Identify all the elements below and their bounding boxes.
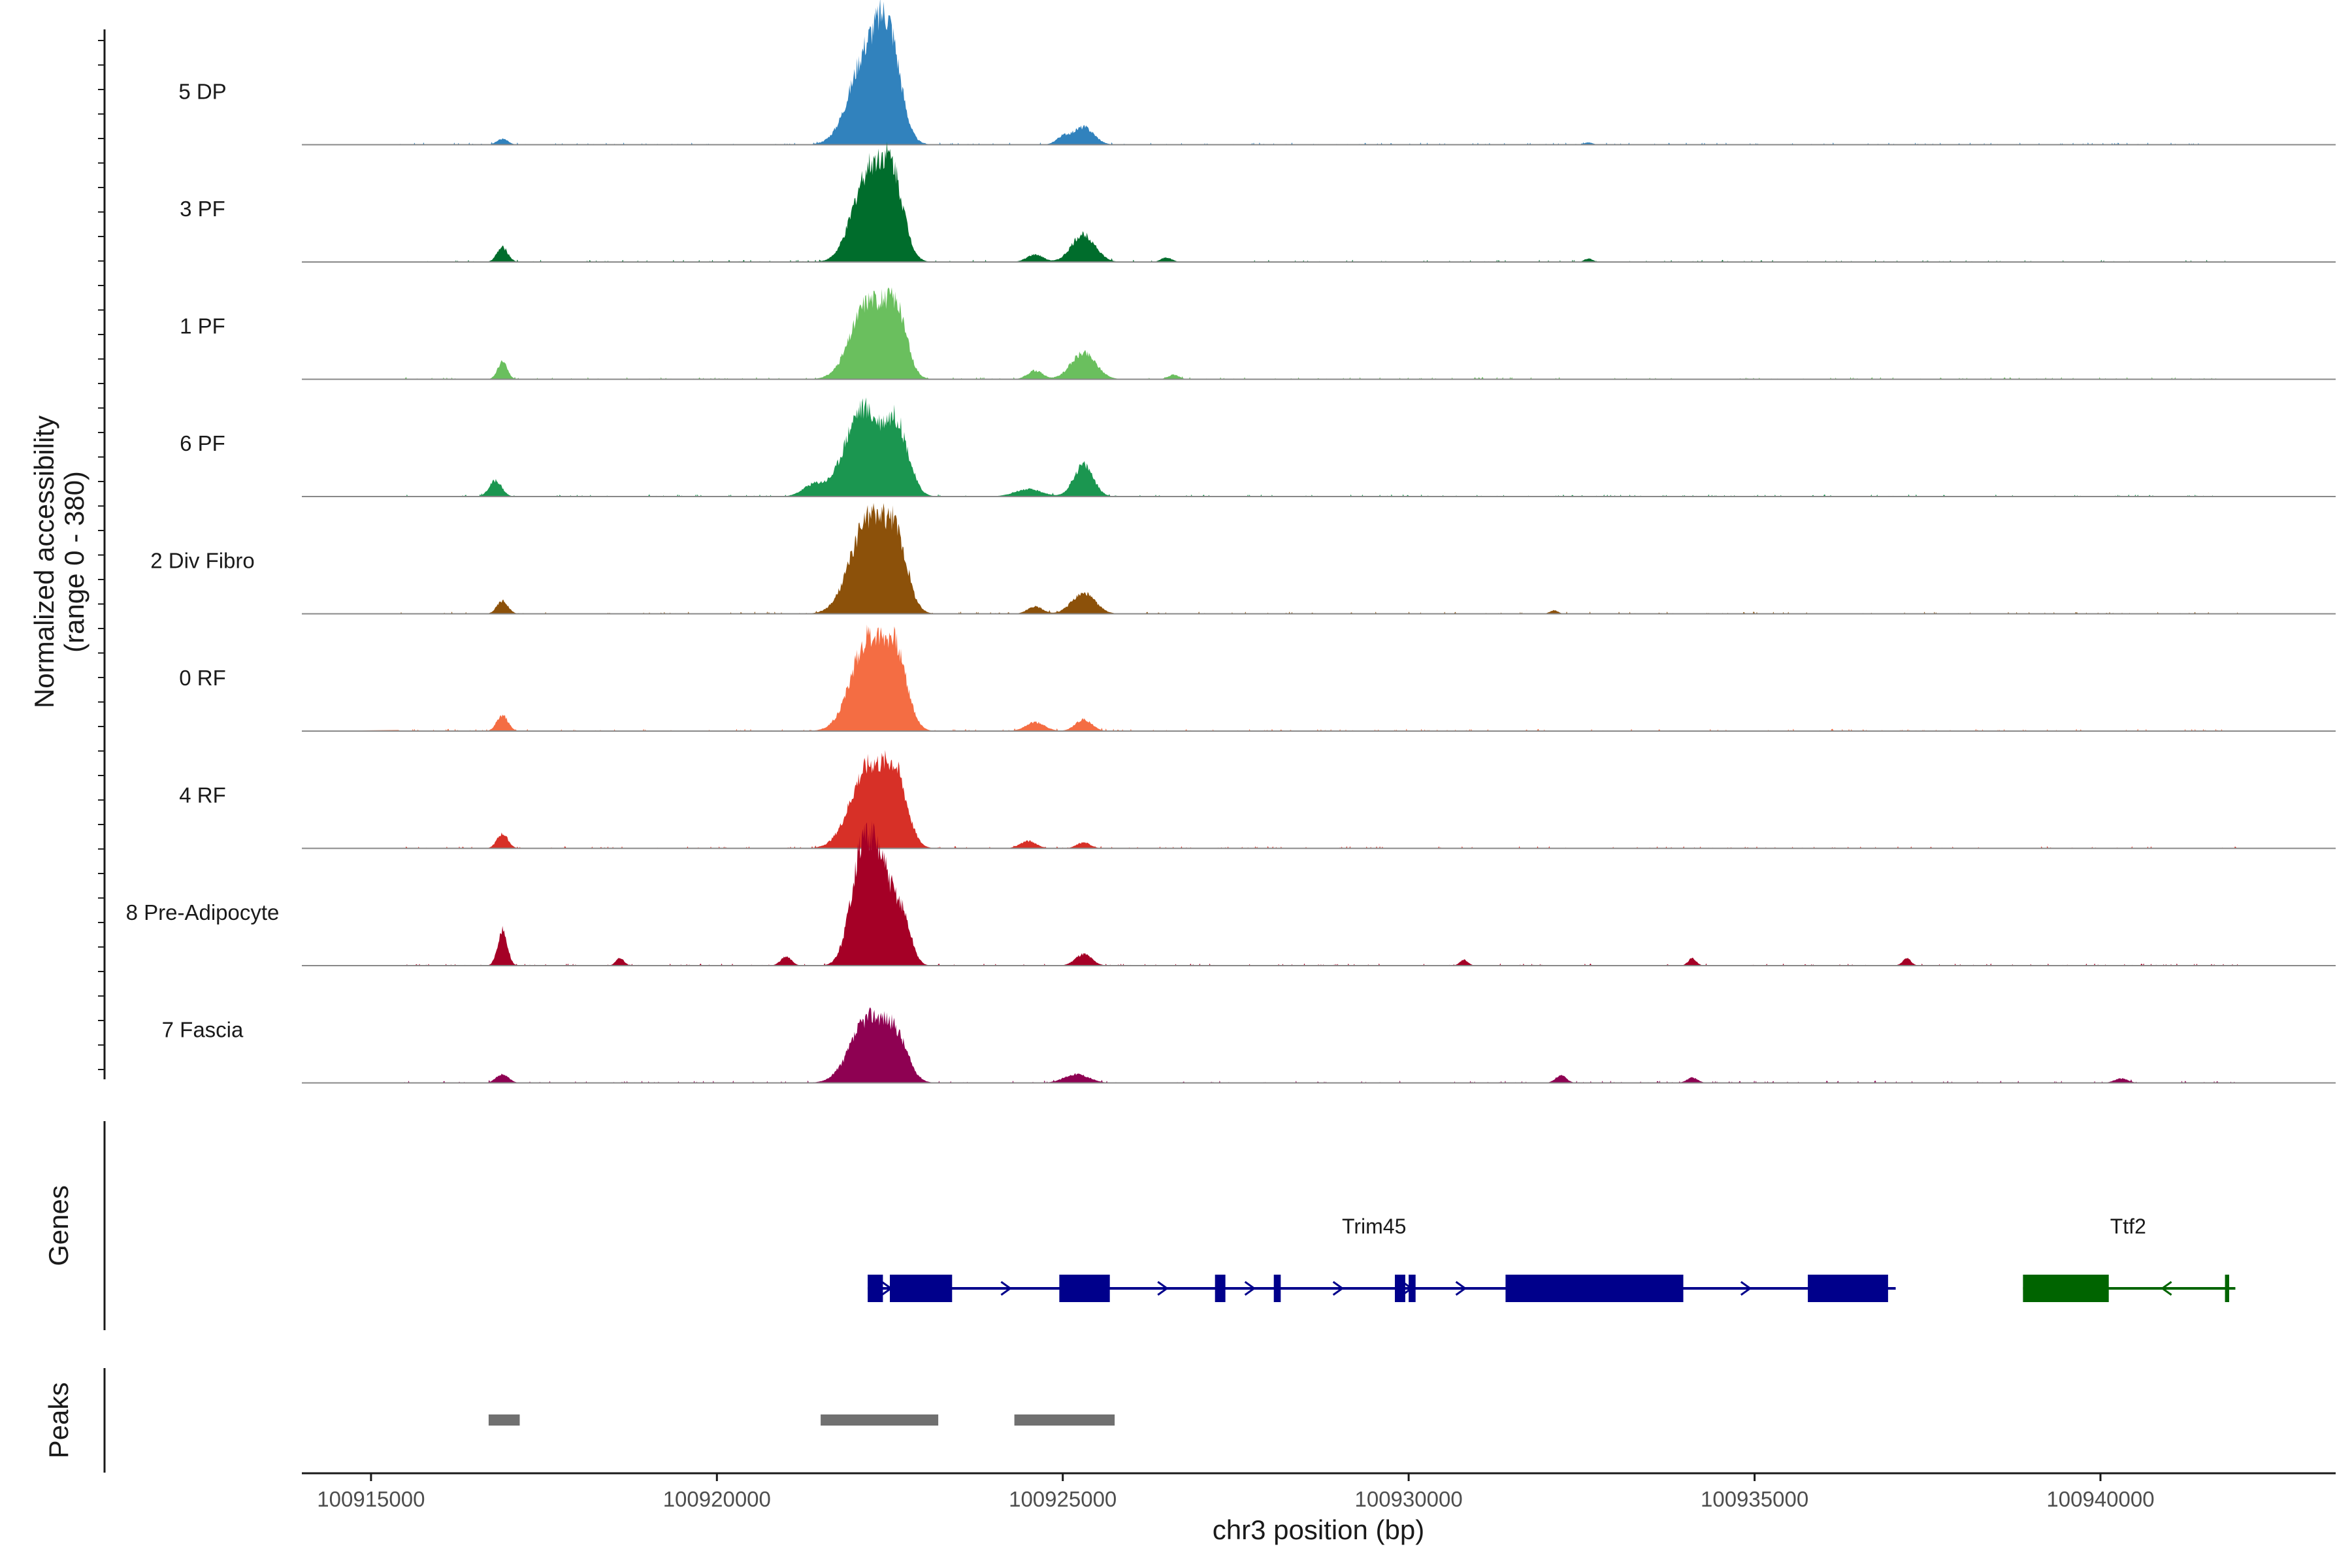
y-axis-range: (range 0 - 380) [59, 471, 90, 653]
coverage-y-ticks [98, 40, 105, 1070]
strand-arrow [2161, 1281, 2172, 1296]
track-label: 3 PF [180, 197, 225, 221]
exon [890, 1275, 953, 1302]
gene-label: Ttf2 [2110, 1215, 2146, 1238]
peaks-track-title: Peaks [43, 1382, 74, 1459]
exon [1059, 1275, 1110, 1302]
x-ticks: 100915000 100920000 100925000 100930000 1009… [317, 1473, 2155, 1511]
x-tick-label: 100935000 [1701, 1487, 1808, 1511]
track-label: 1 PF [180, 314, 225, 338]
x-tick-label: 100925000 [1009, 1487, 1117, 1511]
exon [1505, 1275, 1684, 1302]
x-tick-label: 100940000 [2046, 1487, 2154, 1511]
strand-arrow [1332, 1281, 1345, 1296]
exon [2225, 1275, 2229, 1302]
exon [1808, 1275, 1888, 1302]
exon [1409, 1275, 1416, 1302]
peak-region [488, 1414, 520, 1426]
peak-region [1014, 1414, 1115, 1426]
genes-track-title: Genes [43, 1185, 74, 1266]
track-label: 6 PF [180, 431, 225, 455]
exon [1273, 1275, 1281, 1302]
x-tick-label: 100915000 [317, 1487, 425, 1511]
coverage-tracks: 5 DP 3 PF 1 PF 6 PF 2 Div Fibro 0 RF 4 RF 8 Pre… [126, 0, 2336, 1084]
x-axis-title: chr3 position (bp) [1213, 1514, 1425, 1545]
track-label: 4 RF [179, 783, 226, 808]
x-tick-label: 100930000 [1355, 1487, 1463, 1511]
gene-label: Trim45 [1342, 1215, 1406, 1238]
track-label: 7 Fascia [162, 1018, 244, 1042]
coverage-area-3 [302, 397, 2238, 497]
peak-region [821, 1414, 939, 1426]
strand-arrow [1244, 1281, 1256, 1296]
strand-arrow [1740, 1281, 1752, 1296]
strand-arrow [1157, 1281, 1169, 1296]
genes-track: Trim45 Ttf2 [868, 1215, 2236, 1302]
exon [2023, 1275, 2109, 1302]
y-axis-title: Normalized accessibility [29, 416, 59, 708]
x-tick-label: 100920000 [663, 1487, 771, 1511]
strand-arrow [1455, 1281, 1467, 1296]
track-label: 5 DP [178, 80, 226, 104]
exon [1215, 1275, 1226, 1302]
track-label: 8 Pre-Adipocyte [126, 900, 280, 924]
peaks-track [488, 1414, 1115, 1426]
exon [1395, 1275, 1405, 1302]
track-label: 0 RF [179, 666, 226, 690]
track-label: 2 Div Fibro [150, 549, 255, 573]
strand-arrow [1000, 1281, 1012, 1296]
exon [868, 1275, 883, 1302]
